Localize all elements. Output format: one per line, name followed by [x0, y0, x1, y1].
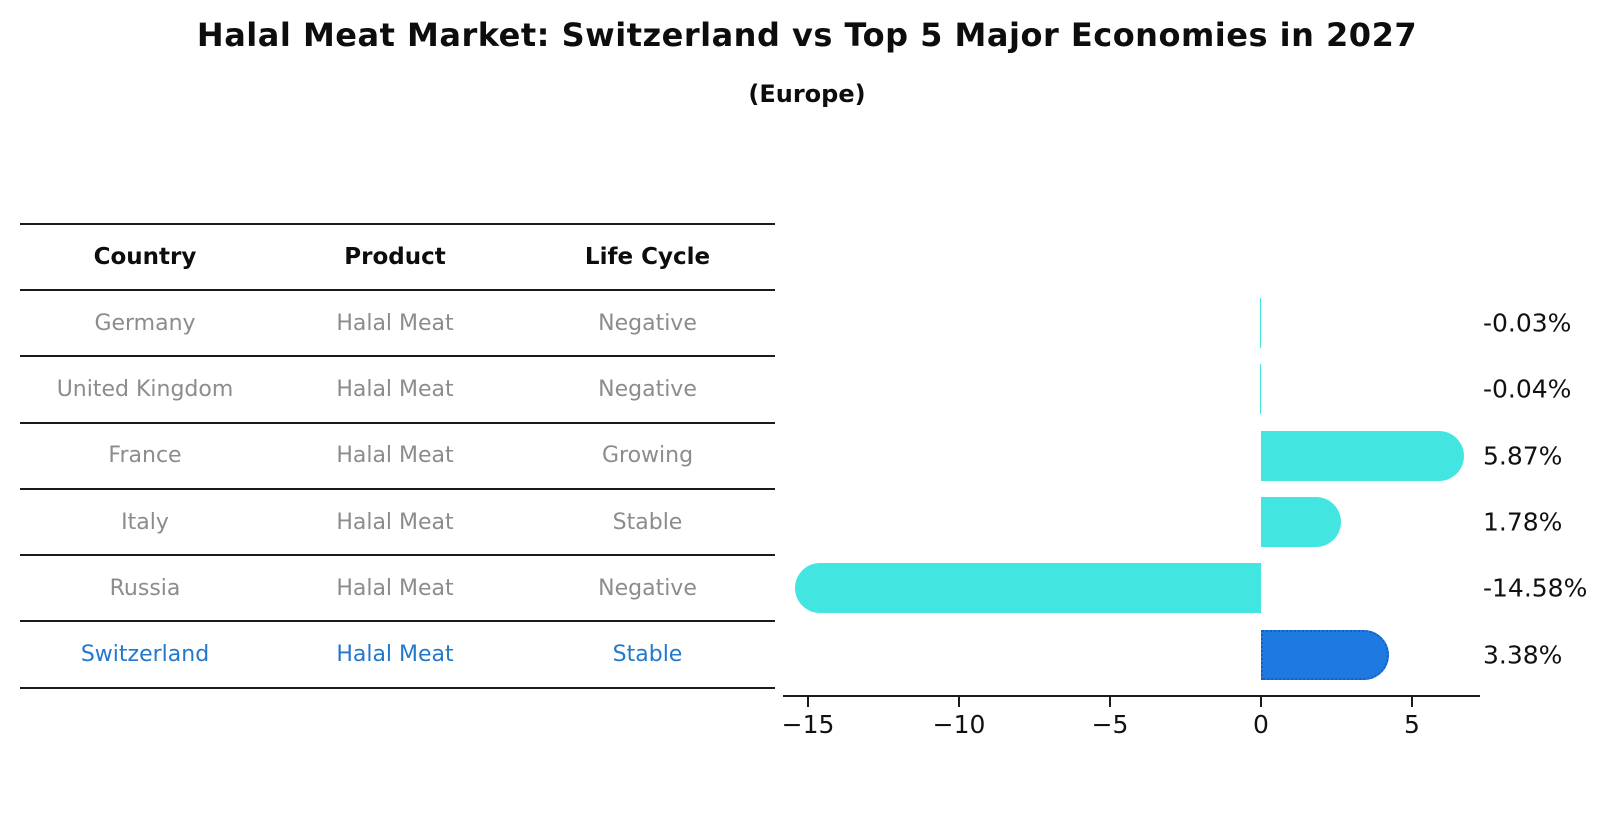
table-row: Russia Halal Meat Negative — [20, 556, 775, 623]
cell-country: Russia — [109, 575, 181, 601]
cell-life-cycle: Negative — [598, 310, 697, 336]
x-axis-tick — [1109, 697, 1111, 707]
table-row: Italy Halal Meat Stable — [20, 490, 775, 557]
x-axis-tick — [1411, 697, 1413, 707]
bar-italy — [1261, 497, 1341, 548]
data-table: Country Product Life Cycle Germany Halal Mea… — [20, 223, 775, 689]
column-header-country: Country — [93, 244, 197, 270]
cell-country: France — [108, 443, 182, 469]
bar-germany — [1260, 298, 1261, 349]
cell-life-cycle: Negative — [598, 376, 697, 402]
bar-united-kingdom — [1259, 364, 1261, 415]
cell-life-cycle: Stable — [612, 642, 683, 668]
cell-product: Halal Meat — [336, 376, 454, 402]
bar-france — [1261, 430, 1465, 481]
cell-life-cycle: Negative — [598, 575, 697, 601]
cell-product: Halal Meat — [336, 310, 454, 336]
chart-title: Halal Meat Market: Switzerland vs Top 5 … — [196, 16, 1418, 54]
column-header-product: Product — [344, 244, 446, 270]
bar-value-label: -14.58% — [1483, 573, 1588, 603]
cell-product: Halal Meat — [336, 443, 454, 469]
bar-russia — [794, 563, 1261, 614]
x-axis-line — [783, 695, 1480, 697]
x-axis-tick-label: −10 — [932, 710, 986, 739]
x-axis-tick-label: −5 — [1091, 710, 1129, 739]
table-row: Germany Halal Meat Negative — [20, 291, 775, 358]
bar-value-label: 3.38% — [1483, 640, 1563, 670]
bar-value-label: 5.87% — [1483, 441, 1563, 471]
cell-life-cycle: Growing — [601, 443, 694, 469]
cell-country: Italy — [121, 509, 169, 535]
x-axis-tick-label: −15 — [781, 710, 835, 739]
cell-product: Halal Meat — [336, 642, 454, 668]
x-axis-tick — [807, 697, 809, 707]
cell-country: United Kingdom — [56, 376, 234, 402]
x-axis-tick-label: 0 — [1253, 710, 1269, 739]
x-axis-tick — [958, 697, 960, 707]
x-axis-tick — [1260, 697, 1262, 707]
cell-country: Switzerland — [80, 642, 210, 668]
table-row: United Kingdom Halal Meat Negative — [20, 357, 775, 424]
table-header-row: Country Product Life Cycle — [20, 225, 775, 291]
cell-country: Germany — [94, 310, 196, 336]
bar-switzerland — [1261, 629, 1390, 680]
cell-life-cycle: Stable — [612, 509, 683, 535]
table-row: France Halal Meat Growing — [20, 424, 775, 490]
bar-value-label: 1.78% — [1483, 507, 1563, 537]
cell-product: Halal Meat — [336, 509, 454, 535]
column-header-life-cycle: Life Cycle — [584, 244, 711, 270]
x-axis-tick-label: 5 — [1404, 710, 1420, 739]
bar-value-label: -0.03% — [1483, 308, 1572, 338]
table-row: Switzerland Halal Meat Stable — [20, 622, 775, 689]
chart-subtitle: (Europe) — [748, 80, 866, 108]
bar-value-label: -0.04% — [1483, 374, 1572, 404]
cell-product: Halal Meat — [336, 575, 454, 601]
